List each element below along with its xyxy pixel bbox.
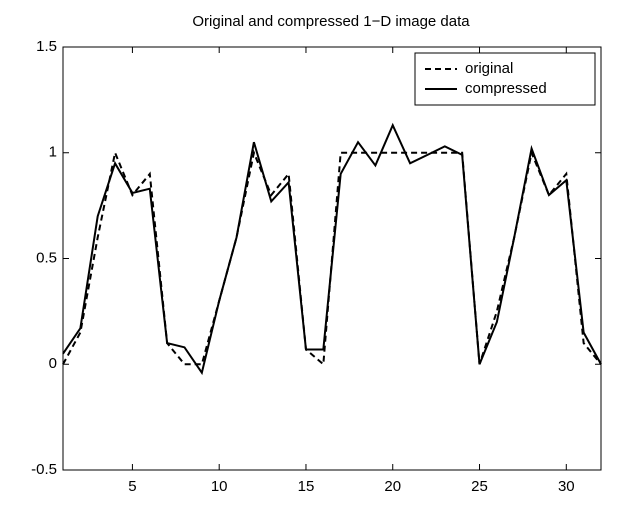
y-tick-label: 1 [49,144,57,161]
legend-box [414,52,596,106]
legend: original compressed [414,52,596,106]
y-tick-label: -0.5 [31,461,57,478]
y-tick-label: 0.5 [36,249,57,266]
x-tick-label: 25 [471,478,488,495]
x-tick-label: 10 [211,478,228,495]
chart-title: Original and compressed 1−D image data [192,13,470,30]
y-tick-label: 1.5 [36,38,57,55]
x-tick-label: 15 [298,478,315,495]
series-line [62,122,602,376]
legend-label: compressed [465,80,547,97]
x-tick-label: 5 [128,478,136,495]
x-tick-label: 20 [384,478,401,495]
x-tick-label: 30 [558,478,575,495]
legend-label: original [465,60,513,77]
y-tick-label: 0 [49,355,57,372]
